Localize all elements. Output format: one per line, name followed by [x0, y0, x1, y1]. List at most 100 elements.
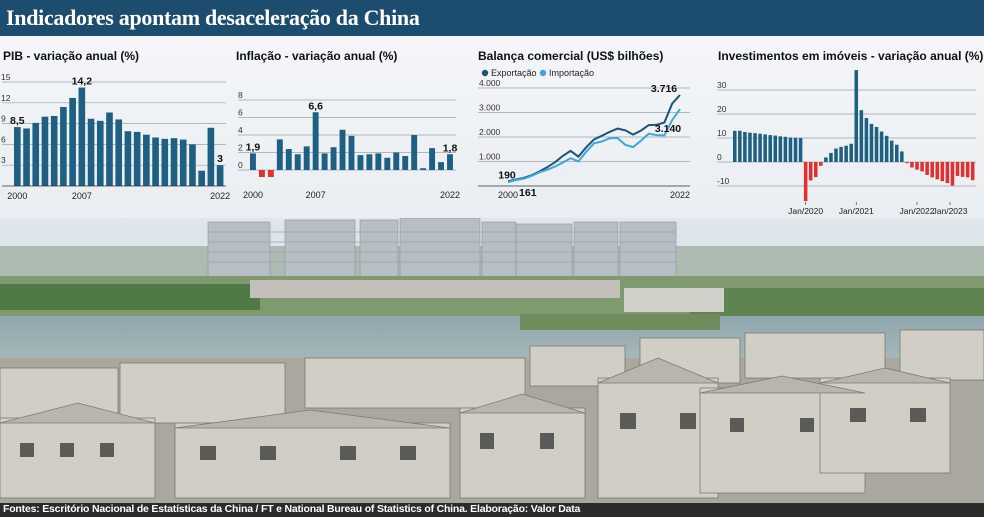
gdp-bar: [143, 134, 150, 186]
inflation-bar: [438, 162, 444, 170]
inflation-bar: [267, 170, 274, 177]
inflation-data-label: 1,8: [443, 142, 458, 154]
inflation-bar: [330, 147, 337, 170]
real-estate-bar: [783, 136, 788, 162]
gdp-chart: PIB - variação anual (%) 3 6 9 12 15 2000 2007 2…: [1, 49, 230, 201]
real-estate-bar: [930, 162, 934, 178]
real-estate-bar: [905, 162, 909, 164]
gdp-bar: [179, 139, 187, 186]
gdp-bar: [161, 138, 169, 186]
real-estate-bar: [773, 135, 778, 162]
gdp-bar: [23, 128, 30, 186]
gdp-bar: [198, 170, 205, 186]
inflation-bar: [357, 155, 364, 170]
gdp-bar: [207, 127, 215, 186]
inflation-bar: [258, 170, 265, 177]
inflation-bar: [303, 146, 310, 170]
gdp-bar: [133, 131, 141, 186]
gdp-data-label: 3: [217, 153, 223, 165]
inflation-bar: [429, 148, 436, 170]
real-estate-xtick-label: Jan/2022: [900, 206, 935, 216]
inflation-bar: [339, 129, 346, 170]
real-estate-xtick-label: Jan/2023: [933, 206, 968, 216]
inflation-data-label: 6,6: [308, 100, 323, 112]
real-estate-bar: [824, 157, 828, 162]
real-estate-bar: [874, 126, 879, 162]
real-estate-bar: [763, 134, 767, 162]
inflation-bar: [375, 153, 382, 170]
gdp-bar: [115, 119, 123, 186]
inflation-bar: [250, 153, 256, 170]
gdp-bar: [41, 116, 49, 186]
title-bar: Indicadores apontam desaceleração da Chi…: [0, 0, 984, 36]
gdp-xtick-label: 2022: [210, 191, 230, 201]
inflation-ytick-label: 8: [238, 90, 243, 100]
gdp-bar: [50, 115, 58, 186]
inflation-xtick-label: 2000: [243, 190, 263, 200]
real-estate-bar: [960, 162, 965, 177]
real-estate-bar: [925, 162, 929, 175]
real-estate-bar: [793, 137, 798, 162]
trade-ytick-label: 3.000: [479, 103, 501, 113]
inflation-ytick-label: 0: [238, 160, 243, 170]
export-line: [507, 94, 681, 183]
inflation-bar: [420, 168, 427, 170]
real-estate-bar: [900, 151, 904, 162]
real-estate-xtick-label: Jan/2021: [839, 206, 874, 216]
real-estate-bar: [798, 138, 803, 162]
inflation-bar: [366, 154, 373, 170]
real-estate-bar: [920, 162, 924, 172]
trade-xtick-label: 2022: [670, 190, 690, 200]
inflation-bar: [285, 149, 292, 170]
real-estate-bar: [844, 145, 848, 162]
page-title: Indicadores apontam desaceleração da Chi…: [6, 5, 420, 30]
real-estate-bar: [859, 110, 864, 162]
gdp-xtick-label: 2007: [72, 191, 92, 201]
trade-legend-label: Exportação: [491, 68, 537, 78]
real-estate-chart-title: Investimentos em imóveis - variação anua…: [718, 49, 983, 63]
real-estate-bar: [808, 162, 813, 181]
real-estate-bar: [753, 133, 757, 162]
trade-ytick-label: 2.000: [479, 127, 501, 137]
real-estate-ytick-label: 10: [717, 128, 727, 138]
real-estate-bar: [884, 135, 889, 162]
trade-legend-marker: [539, 69, 547, 77]
real-estate-xtick-label: Jan/2020: [788, 206, 823, 216]
inflation-bar: [294, 154, 301, 170]
real-estate-chart: Investimentos em imóveis - variação anua…: [717, 49, 983, 216]
real-estate-bar: [895, 144, 899, 162]
import-end-label: 3.140: [655, 123, 681, 135]
import-start-label: 161: [519, 187, 537, 199]
gdp-ytick-label: 3: [1, 155, 6, 165]
real-estate-bar: [738, 130, 742, 162]
gdp-bar: [216, 165, 224, 186]
real-estate-bar: [864, 118, 869, 162]
gdp-xtick-label: 2000: [7, 191, 27, 201]
source-bar: Fontes: Escritório Nacional de Estatísti…: [0, 503, 984, 517]
export-start-label: 190: [498, 169, 516, 181]
gdp-bar: [14, 127, 21, 186]
inflation-ytick-label: 6: [238, 108, 243, 118]
real-estate-bar: [935, 162, 940, 180]
real-estate-bar: [955, 162, 960, 176]
real-estate-ytick-label: 30: [717, 80, 727, 90]
gdp-bar: [170, 138, 178, 186]
gdp-bar: [87, 118, 95, 186]
real-estate-bar: [950, 162, 955, 186]
inflation-bar: [447, 154, 453, 170]
real-estate-bar: [869, 123, 874, 162]
trade-chart: Balança comercial (US$ bilhões) Exportaçã…: [478, 49, 690, 200]
real-estate-bar: [945, 162, 950, 184]
inflation-bar: [402, 156, 409, 170]
gdp-chart-title: PIB - variação anual (%): [3, 49, 139, 63]
inflation-bar: [321, 153, 328, 170]
inflation-bar: [411, 135, 418, 170]
gdp-bar: [106, 112, 113, 186]
real-estate-bar: [778, 136, 783, 162]
source-note: Fontes: Escritório Nacional de Estatísti…: [3, 503, 581, 515]
real-estate-bar: [889, 140, 894, 162]
charts-panel: PIB - variação anual (%) 3 6 9 12 15 2000 2007 2…: [0, 36, 984, 218]
gdp-bar: [69, 97, 76, 186]
trade-legend-label: Importação: [549, 68, 594, 78]
